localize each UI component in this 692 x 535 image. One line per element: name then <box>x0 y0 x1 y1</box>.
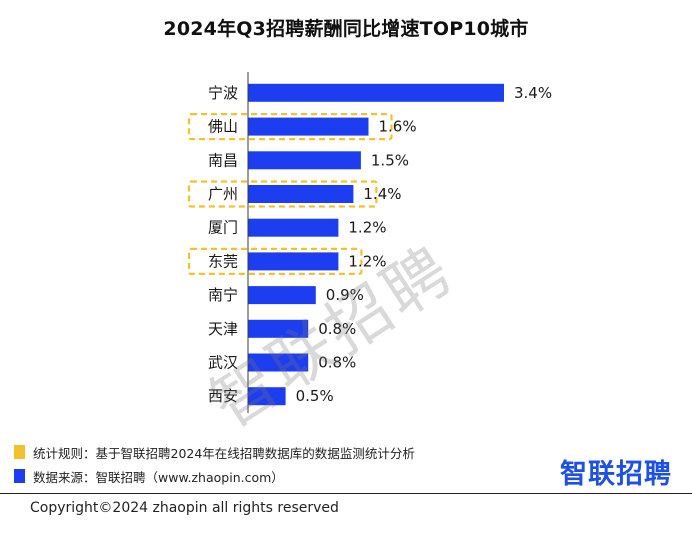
note-statistics-rule: 统计规则：基于智联招聘2024年在线招聘数据库的数据监测统计分析 <box>14 443 415 461</box>
note-marker-blue <box>14 469 25 483</box>
category-label: 西安 <box>208 387 238 405</box>
bar-天津 <box>248 319 309 338</box>
category-label: 天津 <box>208 320 238 338</box>
value-label: 0.8% <box>318 354 356 372</box>
value-label: 1.4% <box>363 185 401 203</box>
highlight-box-佛山 <box>187 112 393 141</box>
category-label: 厦门 <box>208 219 238 237</box>
highlight-box-东莞 <box>187 247 363 275</box>
value-label: 0.5% <box>296 387 334 405</box>
bar-厦门 <box>248 218 339 237</box>
note-text: 数据来源：智联招聘（www.zhaopin.com） <box>33 469 284 485</box>
category-label: 武汉 <box>208 354 238 372</box>
value-label: 1.2% <box>348 252 386 270</box>
bar-宁波 <box>248 83 504 102</box>
bar-武汉 <box>248 353 309 372</box>
footer-divider <box>0 493 692 494</box>
category-label: 广州 <box>208 185 238 203</box>
bar-佛山 <box>248 117 369 136</box>
value-label: 1.6% <box>379 118 417 136</box>
category-label: 南昌 <box>208 151 238 169</box>
bar-东莞 <box>248 252 339 271</box>
bar-南宁 <box>248 286 316 305</box>
copyright-text: Copyright©2024 zhaopin all rights reserv… <box>30 500 339 516</box>
value-label: 3.4% <box>514 84 552 102</box>
value-label: 0.8% <box>318 320 356 338</box>
value-label: 1.2% <box>348 219 386 237</box>
bar-西安 <box>248 387 286 406</box>
category-label: 东莞 <box>208 252 238 270</box>
category-label: 佛山 <box>208 118 238 136</box>
note-marker-yellow <box>14 445 25 459</box>
value-label: 1.5% <box>371 151 409 169</box>
category-label: 宁波 <box>208 84 238 102</box>
highlight-box-广州 <box>187 180 378 208</box>
bar-南昌 <box>248 151 361 170</box>
chart-title: 2024年Q3招聘薪酬同比增速TOP10城市 <box>163 18 529 40</box>
brand-logo: 智联招聘 <box>560 459 672 490</box>
note-text: 统计规则：基于智联招聘2024年在线招聘数据库的数据监测统计分析 <box>33 445 415 461</box>
category-label: 南宁 <box>208 286 238 304</box>
value-label: 0.9% <box>326 286 364 304</box>
bar-chart: 宁波 3.4% 佛山 1.6% 南昌 1.5% 广州 1.4% 厦门 1.2% 东莞 1.2% 南宁 0.… <box>187 72 552 413</box>
bar-广州 <box>248 185 354 203</box>
note-data-source: 数据来源：智联招聘（www.zhaopin.com） <box>14 467 284 485</box>
